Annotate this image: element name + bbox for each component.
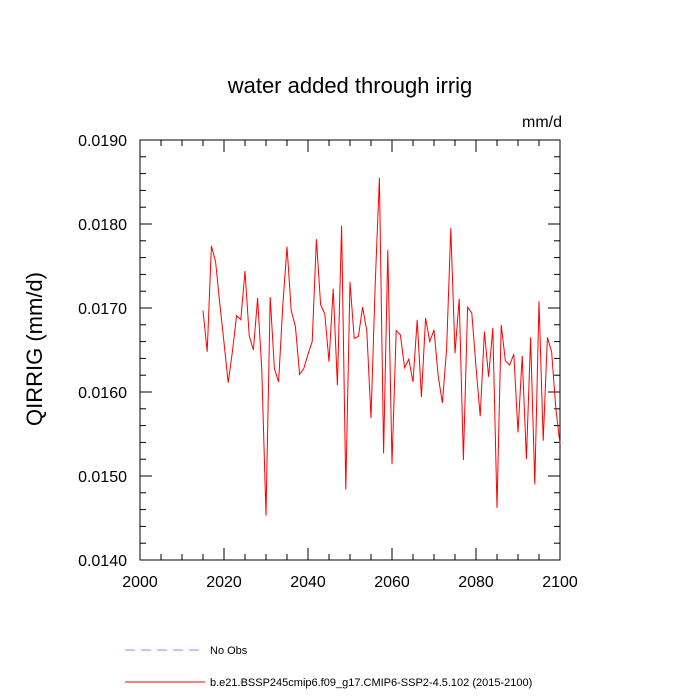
x-tick-label: 2060 [374, 574, 410, 591]
axis-ticks [139, 139, 561, 561]
legend-entry: No Obs [210, 645, 248, 657]
y-tick-label: 0.0150 [78, 469, 127, 486]
x-tick-label: 2080 [458, 574, 494, 591]
y-tick-label: 0.0140 [78, 553, 127, 570]
y-tick-label: 0.0160 [78, 385, 127, 402]
units-label: mm/d [522, 114, 562, 131]
legend: No Obs b.e21.BSSP245cmip6.f09_g17.CMIP6-S… [125, 645, 532, 689]
y-tick-label: 0.0180 [78, 217, 127, 234]
legend-entry: b.e21.BSSP245cmip6.f09_g17.CMIP6-SSP2-4.… [210, 677, 532, 689]
series-layer [202, 177, 561, 516]
x-tick-label: 2040 [290, 574, 326, 591]
y-axis-label: QIRRIG (mm/d) [22, 272, 47, 426]
chart-title: water added through irrig [227, 73, 473, 98]
y-tick-label: 0.0170 [78, 301, 127, 318]
y-tick-label: 0.0190 [78, 133, 127, 150]
x-tick-label: 2100 [542, 574, 578, 591]
x-tick-label: 2020 [206, 574, 242, 591]
x-tick-label: 2000 [122, 574, 158, 591]
axis-tick-labels: 2000 2020 2040 2060 2080 2100 0.0140 0.0150 0.01… [78, 133, 578, 591]
series-line [202, 177, 561, 516]
